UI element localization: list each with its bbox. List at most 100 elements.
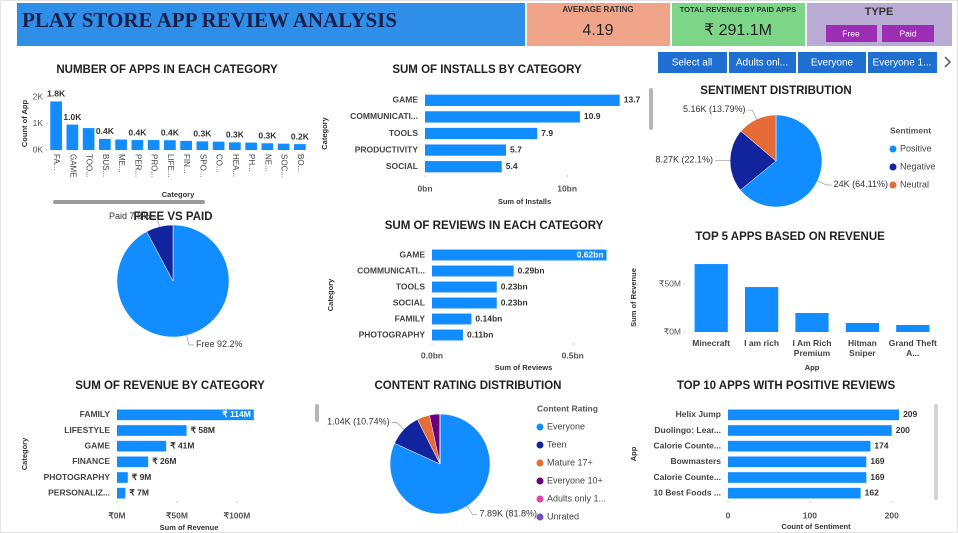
scrollbar[interactable] <box>649 88 653 130</box>
x-tick-label: PH... <box>247 154 256 172</box>
leader-line <box>466 505 478 515</box>
data-label: 1.0K <box>63 112 82 122</box>
scrollbar[interactable] <box>53 200 205 204</box>
slicer-button[interactable] <box>658 52 727 73</box>
bar <box>277 143 290 150</box>
y-tick-label: Duolingo: Lear... <box>654 425 721 435</box>
y-tick-label: FINANCE <box>72 456 110 466</box>
legend-title: Sentiment <box>890 125 931 135</box>
y-tick-label: PHOTOGRAPHY <box>44 472 111 482</box>
x-tick-label-box: I am rich <box>744 338 779 348</box>
x-tick-label: PRO... <box>150 154 159 178</box>
y-tick-label: PERSONALIZ... <box>48 487 110 497</box>
x-tick-label: Hitman Sniper <box>847 338 877 358</box>
legend-label: Negative <box>900 161 936 171</box>
slicer-next-arrow[interactable] <box>944 56 952 68</box>
bar <box>694 264 728 332</box>
y-tick-label: FAMILY <box>80 409 111 419</box>
data-label: ₹ 114M <box>222 409 251 419</box>
legend-label: Unrated <box>547 511 579 521</box>
bar <box>261 143 274 150</box>
data-label: 0.4K <box>161 127 180 137</box>
leader-line <box>747 109 758 120</box>
scrollbar[interactable] <box>315 404 319 422</box>
data-label: 1.04K (10.74%) <box>327 417 390 427</box>
bar <box>212 141 225 150</box>
y-tick-label: FAMILY <box>395 313 426 323</box>
x-tick-label: FIN... <box>182 154 191 174</box>
data-label: 5.4 <box>506 161 518 171</box>
slicer-option[interactable]: Paid <box>899 28 916 38</box>
y-tick-label: GAME <box>400 249 426 259</box>
legend-swatch <box>889 181 897 189</box>
data-label: 0.23bn <box>501 297 528 307</box>
bar <box>66 124 79 150</box>
bar <box>744 287 779 332</box>
legend-label: Mature 17+ <box>547 457 593 467</box>
chart-title: SUM OF REVENUE BY CATEGORY <box>75 380 265 392</box>
y-tick-label: SOCIAL <box>386 161 418 171</box>
y-tick-label: 2K <box>33 91 44 101</box>
slicer-option[interactable]: Select all <box>672 58 713 69</box>
slicer-option[interactable]: Adults onl... <box>736 58 788 69</box>
legend-swatch <box>536 441 544 449</box>
data-label: 0.62bn <box>577 249 604 259</box>
chart-title: NUMBER OF APPS IN EACH CATEGORY <box>56 64 278 76</box>
x-tick-label-box: I Am Rich Premium <box>792 338 832 358</box>
slicer-button[interactable] <box>729 52 796 73</box>
bar <box>99 138 111 150</box>
pie-slice <box>146 224 174 282</box>
slicer-button[interactable] <box>868 52 937 73</box>
legend-swatch <box>536 459 544 467</box>
slicer-button[interactable] <box>798 52 866 73</box>
kpi-label: TOTAL REVENUE BY PAID APPS <box>680 5 797 14</box>
x-tick-label: 200 <box>885 510 899 520</box>
bar <box>245 142 257 150</box>
data-label: 1.8K <box>47 89 66 99</box>
bar <box>728 409 900 421</box>
legend-swatch <box>536 495 544 503</box>
x-axis-label: Count of Sentiment <box>781 522 851 531</box>
data-label: ₹ 58M <box>191 425 215 435</box>
legend-label: Teen <box>547 439 567 449</box>
scrollbar[interactable] <box>934 404 938 500</box>
x-tick-label-box: Grand Theft A... <box>889 338 937 358</box>
bar <box>425 161 502 173</box>
chart-title: SENTIMENT DISTRIBUTION <box>700 85 851 97</box>
legend-label: Everyone <box>547 421 585 431</box>
legend-swatch <box>889 163 897 171</box>
x-tick-label: 0 <box>726 510 731 520</box>
bar <box>432 249 607 261</box>
legend-label: Positive <box>900 143 932 153</box>
bar <box>115 139 127 150</box>
data-label: 8.27K (22.1%) <box>655 155 713 165</box>
slicer-option[interactable]: Free <box>842 28 860 38</box>
bar <box>845 322 880 332</box>
y-tick-label: ₹0M <box>664 326 681 336</box>
kpi-card <box>527 3 670 46</box>
data-label: 0.4K <box>128 127 147 137</box>
legend-title: Content Rating <box>537 403 598 413</box>
leader-line <box>151 216 160 227</box>
x-axis-label: Sum of Reviews <box>495 363 553 372</box>
kpi-card <box>672 3 805 46</box>
x-tick-label: PER... <box>133 154 142 177</box>
y-axis-label: Sum of Revenue <box>629 268 638 327</box>
kpi-value: 4.19 <box>582 22 613 39</box>
data-label: Free 92.2% <box>196 339 243 349</box>
chart-title: SUM OF REVIEWS IN EACH CATEGORY <box>385 220 604 232</box>
bar <box>117 440 167 452</box>
data-label: 7.9 <box>541 128 553 138</box>
x-tick-label: BO... <box>296 154 305 172</box>
data-label: 0.3K <box>258 131 277 141</box>
data-label: 13.7 <box>624 95 641 105</box>
slicer-button[interactable] <box>882 25 934 42</box>
slicer-option[interactable]: Everyone <box>811 58 854 69</box>
bar <box>425 144 507 156</box>
x-tick-label: I Am Rich Premium <box>792 338 832 358</box>
slicer-button[interactable] <box>826 25 877 42</box>
slicer-option[interactable]: Everyone 1... <box>873 58 932 69</box>
x-tick-label: ₹50M <box>166 510 188 520</box>
x-tick-label: ₹100M <box>224 510 251 520</box>
